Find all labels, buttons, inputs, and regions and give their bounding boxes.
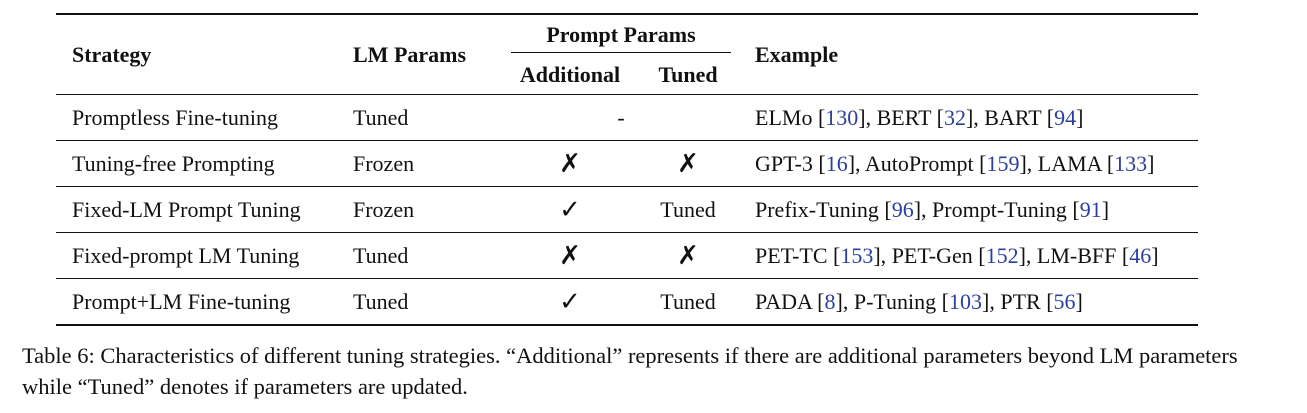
citation-link[interactable]: 103 — [949, 288, 982, 314]
header-additional: Additional — [519, 61, 621, 87]
cross-mark-icon: ✗ — [677, 240, 699, 271]
check-mark-icon: ✓ — [559, 286, 581, 317]
citation-link[interactable]: 56 — [1053, 288, 1076, 314]
cell-example: PADA [8], P-Tuning [103], PTR [56] — [739, 278, 1198, 326]
example-name: P-Tuning — [853, 288, 937, 314]
cell-additional: ✓ — [503, 186, 637, 233]
cell-additional: ✓ — [503, 278, 637, 326]
example-name: LM-BFF — [1036, 242, 1117, 268]
check-mark-icon: ✓ — [559, 194, 581, 225]
citation-link[interactable]: 8 — [824, 288, 836, 314]
citation-link[interactable]: 94 — [1054, 104, 1077, 130]
example-name: ELMo — [755, 104, 813, 130]
cell-additional: ✗ — [503, 140, 637, 187]
citation-link[interactable]: 96 — [891, 196, 914, 222]
cell-strategy: Prompt+LM Fine-tuning — [56, 278, 353, 326]
table-row: Fixed-LM Prompt Tuning Frozen ✓ Tuned Pr… — [56, 186, 1198, 233]
citation-link[interactable]: 32 — [943, 104, 966, 130]
cell-lm-params: Tuned — [353, 232, 503, 279]
citation-link[interactable]: 152 — [985, 242, 1019, 268]
cell-prompt-params: - — [503, 94, 739, 141]
cell-strategy: Fixed-prompt LM Tuning — [56, 232, 353, 279]
citation-link[interactable]: 16 — [825, 150, 848, 176]
example-name: BERT — [876, 104, 932, 130]
example-name: PET-TC — [755, 242, 828, 268]
cell-lm-params: Tuned — [353, 94, 503, 141]
citation-link[interactable]: 159 — [986, 150, 1020, 176]
citation-link[interactable]: 46 — [1129, 242, 1152, 268]
example-name: PADA — [755, 288, 812, 314]
table-caption: Table 6: Characteristics of different tu… — [22, 343, 1238, 399]
header-tuned: Tuned — [658, 61, 718, 87]
cross-mark-icon: ✗ — [559, 148, 581, 179]
example-name: LAMA — [1037, 150, 1102, 176]
cell-lm-params: Frozen — [353, 186, 503, 233]
cell-example: ELMo [130], BERT [32], BART [94] — [739, 94, 1198, 141]
header-lm-params: LM Params — [353, 13, 503, 95]
cell-strategy: Tuning-free Prompting — [56, 140, 353, 187]
table-row: Promptless Fine-tuning Tuned - ELMo [130… — [56, 94, 1198, 141]
example-name: Prefix-Tuning — [755, 196, 879, 222]
example-name: BART — [984, 104, 1042, 130]
tuning-strategies-table-wrap: Strategy LM Params Prompt Params Example… — [56, 13, 1198, 326]
citation-link[interactable]: 130 — [825, 104, 859, 130]
tuning-strategies-table: Strategy LM Params Prompt Params Example… — [56, 13, 1198, 326]
table-row: Prompt+LM Fine-tuning Tuned ✓ Tuned PADA… — [56, 278, 1198, 326]
header-prompt-params-label: Prompt Params — [511, 22, 731, 53]
cell-strategy: Fixed-LM Prompt Tuning — [56, 186, 353, 233]
cell-lm-params: Frozen — [353, 140, 503, 187]
cell-additional: ✗ — [503, 232, 637, 279]
example-name: AutoPrompt — [864, 150, 974, 176]
table-row: Fixed-prompt LM Tuning Tuned ✗ ✗ PET-TC … — [56, 232, 1198, 279]
example-name: Prompt-Tuning — [932, 196, 1067, 222]
cell-tuned: Tuned — [637, 186, 739, 233]
cross-mark-icon: ✗ — [559, 240, 581, 271]
example-name: GPT-3 — [755, 150, 813, 176]
cross-mark-icon: ✗ — [677, 148, 699, 179]
citation-link[interactable]: 133 — [1114, 150, 1148, 176]
cell-strategy: Promptless Fine-tuning — [56, 94, 353, 141]
cell-example: PET-TC [153], PET-Gen [152], LM-BFF [46] — [739, 232, 1198, 279]
citation-link[interactable]: 91 — [1079, 196, 1102, 222]
cell-tuned: Tuned — [637, 278, 739, 326]
header-strategy: Strategy — [56, 13, 353, 95]
cell-example: GPT-3 [16], AutoPrompt [159], LAMA [133] — [739, 140, 1198, 187]
header-prompt-params: Prompt Params — [503, 13, 739, 55]
table-row: Tuning-free Prompting Frozen ✗ ✗ GPT-3 [… — [56, 140, 1198, 187]
cell-example: Prefix-Tuning [96], Prompt-Tuning [91] — [739, 186, 1198, 233]
cell-lm-params: Tuned — [353, 278, 503, 326]
header-example: Example — [739, 13, 1198, 95]
cell-tuned: ✗ — [637, 232, 739, 279]
example-name: PTR — [1000, 288, 1041, 314]
example-name: PET-Gen — [891, 242, 973, 268]
citation-link[interactable]: 153 — [840, 242, 874, 268]
cell-tuned: ✗ — [637, 140, 739, 187]
